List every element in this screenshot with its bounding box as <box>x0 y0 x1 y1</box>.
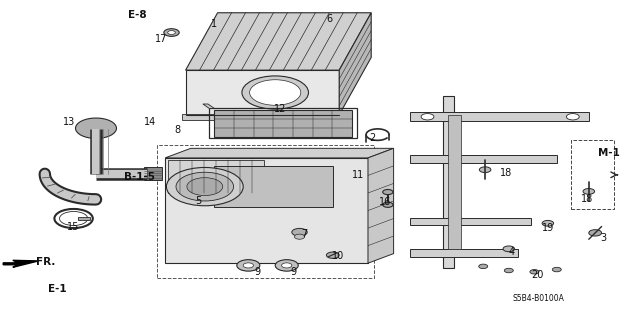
Polygon shape <box>186 70 339 115</box>
Circle shape <box>166 167 243 206</box>
Text: 18: 18 <box>581 194 594 204</box>
Circle shape <box>421 114 434 120</box>
Circle shape <box>383 202 393 207</box>
Bar <box>571 140 614 209</box>
Circle shape <box>76 118 116 138</box>
Polygon shape <box>410 249 518 257</box>
Text: B-1-5: B-1-5 <box>124 172 155 182</box>
Text: E-1: E-1 <box>48 284 67 294</box>
Circle shape <box>243 263 253 268</box>
Polygon shape <box>410 155 557 163</box>
Text: 13: 13 <box>63 117 76 127</box>
Circle shape <box>237 260 260 271</box>
Text: FR.: FR. <box>36 257 56 267</box>
Bar <box>214 110 352 137</box>
Polygon shape <box>339 13 371 115</box>
Text: 2: 2 <box>369 133 376 143</box>
Circle shape <box>164 29 179 36</box>
Polygon shape <box>168 160 264 193</box>
Text: 1: 1 <box>211 19 218 29</box>
Text: 10: 10 <box>332 251 345 261</box>
Text: 12: 12 <box>274 104 287 114</box>
Circle shape <box>294 234 305 239</box>
Polygon shape <box>186 13 371 70</box>
Bar <box>157 145 374 278</box>
Bar <box>209 108 357 138</box>
Circle shape <box>589 230 602 236</box>
Circle shape <box>176 172 234 201</box>
Text: 8: 8 <box>175 125 181 135</box>
Circle shape <box>250 80 301 105</box>
Circle shape <box>326 252 339 258</box>
Polygon shape <box>410 218 531 225</box>
Polygon shape <box>203 104 214 108</box>
Circle shape <box>168 31 175 34</box>
Bar <box>78 217 90 220</box>
Text: 7: 7 <box>301 228 307 239</box>
Text: 18: 18 <box>499 168 512 178</box>
Text: 17: 17 <box>155 34 168 44</box>
Circle shape <box>292 228 307 236</box>
Circle shape <box>552 267 561 272</box>
Text: M-1: M-1 <box>598 148 620 158</box>
Text: S5B4-B0100A: S5B4-B0100A <box>513 294 565 303</box>
Circle shape <box>187 178 223 196</box>
Polygon shape <box>443 96 454 268</box>
Circle shape <box>479 264 488 269</box>
Polygon shape <box>3 260 38 267</box>
Text: 16: 16 <box>378 197 391 207</box>
Circle shape <box>542 220 554 226</box>
Text: 15: 15 <box>67 222 80 232</box>
Text: 20: 20 <box>531 270 544 280</box>
Polygon shape <box>368 148 394 263</box>
Polygon shape <box>410 112 589 121</box>
Text: 11: 11 <box>352 170 365 180</box>
Text: 6: 6 <box>326 13 333 24</box>
Text: 5: 5 <box>195 196 202 206</box>
Circle shape <box>530 270 539 274</box>
Bar <box>214 166 333 207</box>
Circle shape <box>479 167 491 173</box>
Circle shape <box>383 189 393 195</box>
Circle shape <box>566 114 579 120</box>
Polygon shape <box>448 115 461 249</box>
Circle shape <box>503 246 515 252</box>
Bar <box>144 167 162 180</box>
Text: 19: 19 <box>541 223 554 233</box>
Text: 9: 9 <box>290 267 296 277</box>
Text: 14: 14 <box>144 117 157 127</box>
Polygon shape <box>165 158 368 263</box>
Bar <box>182 114 221 120</box>
Polygon shape <box>165 148 394 158</box>
Text: E-8: E-8 <box>128 10 147 20</box>
Text: 4: 4 <box>509 247 515 257</box>
Circle shape <box>583 189 595 194</box>
Circle shape <box>282 263 292 268</box>
Text: 9: 9 <box>254 267 260 277</box>
Circle shape <box>242 76 308 109</box>
Circle shape <box>275 260 298 271</box>
Bar <box>314 114 346 120</box>
Circle shape <box>504 268 513 273</box>
Text: 3: 3 <box>600 233 606 243</box>
